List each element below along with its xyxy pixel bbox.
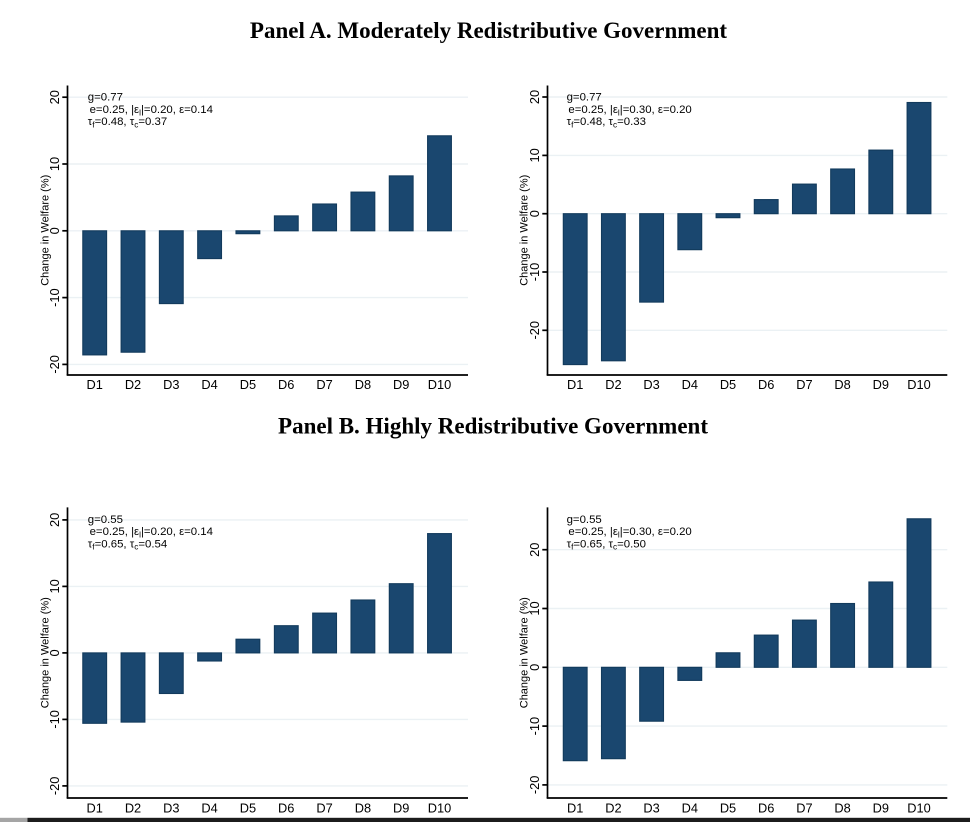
svg-text:-20: -20 xyxy=(527,776,542,795)
svg-text:D3: D3 xyxy=(163,801,179,816)
svg-text:Panel B. Highly Redistributive: Panel B. Highly Redistributive Governmen… xyxy=(278,413,708,438)
svg-text:D2: D2 xyxy=(605,801,621,816)
svg-text:D10: D10 xyxy=(428,377,451,392)
svg-text:-20: -20 xyxy=(47,777,62,796)
svg-text:D9: D9 xyxy=(873,801,889,816)
svg-text:D9: D9 xyxy=(873,377,889,392)
svg-text:20: 20 xyxy=(527,90,542,104)
svg-text:Change in Welfare (%): Change in Welfare (%) xyxy=(39,175,51,286)
svg-text:D10: D10 xyxy=(907,801,930,816)
svg-text:D6: D6 xyxy=(758,801,774,816)
svg-text:D1: D1 xyxy=(87,801,103,816)
svg-text:-10: -10 xyxy=(47,288,62,307)
svg-text:D1: D1 xyxy=(87,377,103,392)
svg-text:D9: D9 xyxy=(393,377,409,392)
svg-text:τf​=0.48, τc​=0.33: τf​=0.48, τc​=0.33 xyxy=(567,116,646,129)
svg-text:D10: D10 xyxy=(907,377,930,392)
svg-text:D1: D1 xyxy=(567,801,583,816)
svg-text:D8: D8 xyxy=(355,801,371,816)
svg-text:D6: D6 xyxy=(758,377,774,392)
svg-text:Change in Welfare (%): Change in Welfare (%) xyxy=(518,175,530,286)
svg-text:-20: -20 xyxy=(47,355,62,374)
svg-text:D7: D7 xyxy=(796,377,812,392)
svg-text:D5: D5 xyxy=(720,801,736,816)
svg-text:D5: D5 xyxy=(240,801,256,816)
svg-text:-20: -20 xyxy=(527,321,542,340)
svg-text:Panel A. Moderately Redistribu: Panel A. Moderately Redistributive Gover… xyxy=(250,18,728,43)
svg-text:D9: D9 xyxy=(393,801,409,816)
svg-text:D8: D8 xyxy=(834,377,850,392)
svg-text:20: 20 xyxy=(527,543,542,557)
svg-text:D10: D10 xyxy=(428,801,451,816)
svg-text:D4: D4 xyxy=(682,377,698,392)
svg-text:D5: D5 xyxy=(720,377,736,392)
svg-text:D3: D3 xyxy=(643,801,659,816)
svg-text:-10: -10 xyxy=(47,710,62,729)
svg-text:D3: D3 xyxy=(163,377,179,392)
svg-text:τf​=0.65, τc​=0.54: τf​=0.65, τc​=0.54 xyxy=(88,538,167,551)
svg-text:D7: D7 xyxy=(316,377,332,392)
svg-text:-10: -10 xyxy=(527,717,542,736)
svg-text:g=0.55: g=0.55 xyxy=(88,514,123,526)
svg-text:20: 20 xyxy=(47,513,62,527)
svg-text:D8: D8 xyxy=(834,801,850,816)
svg-text:Change in Welfare (%): Change in Welfare (%) xyxy=(518,597,530,708)
svg-text:Change in Welfare (%): Change in Welfare (%) xyxy=(39,597,51,708)
svg-text:D7: D7 xyxy=(316,801,332,816)
svg-text:D2: D2 xyxy=(125,377,141,392)
svg-text:20: 20 xyxy=(47,90,62,104)
svg-text:D1: D1 xyxy=(567,377,583,392)
svg-text:D2: D2 xyxy=(605,377,621,392)
svg-text:D6: D6 xyxy=(278,377,294,392)
svg-text:D6: D6 xyxy=(278,801,294,816)
svg-text:D7: D7 xyxy=(796,801,812,816)
svg-text:D4: D4 xyxy=(201,801,217,816)
svg-text:g=0.77: g=0.77 xyxy=(567,92,602,104)
svg-text:10: 10 xyxy=(47,579,62,593)
svg-text:D4: D4 xyxy=(201,377,217,392)
svg-text:τf​=0.48, τc​=0.37: τf​=0.48, τc​=0.37 xyxy=(88,116,167,129)
svg-text:τf​=0.65, τc​=0.50: τf​=0.65, τc​=0.50 xyxy=(567,538,646,551)
svg-text:10: 10 xyxy=(47,157,62,171)
svg-text:D5: D5 xyxy=(240,377,256,392)
svg-text:D4: D4 xyxy=(682,801,698,816)
svg-text:g=0.77: g=0.77 xyxy=(88,92,123,104)
svg-text:D2: D2 xyxy=(125,801,141,816)
svg-text:D3: D3 xyxy=(643,377,659,392)
svg-text:g=0.55: g=0.55 xyxy=(567,514,602,526)
svg-text:10: 10 xyxy=(527,148,542,162)
svg-text:D8: D8 xyxy=(355,377,371,392)
